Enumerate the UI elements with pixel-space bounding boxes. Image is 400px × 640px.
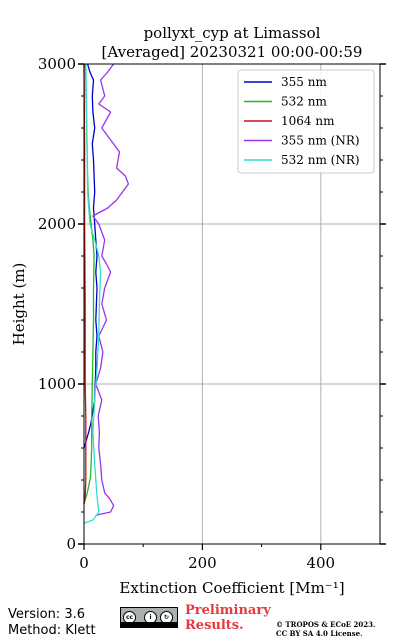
chart-subtitle: [Averaged] 20230321 00:00-00:59	[102, 43, 363, 61]
preliminary-line-1: Preliminary	[185, 603, 271, 618]
legend-label: 355 nm	[281, 75, 327, 89]
x-tick-label: 0	[79, 554, 89, 572]
preliminary-line-2: Results.	[185, 618, 244, 633]
y-tick-label: 1000	[38, 375, 76, 393]
copyright-notice: © TROPOS & ECoE 2023. CC BY SA 4.0 Licen…	[276, 620, 375, 638]
series-line	[92, 63, 130, 516]
y-tick-label: 2000	[38, 215, 76, 233]
x-tick-label: 400	[306, 554, 335, 572]
copyright-line-2: CC BY SA 4.0 License.	[276, 629, 363, 638]
legend-label: 532 nm (NR)	[281, 153, 360, 167]
legend-label: 532 nm	[281, 95, 327, 109]
preliminary-notice: Preliminary Results.	[185, 603, 271, 633]
cc-badge-strip	[121, 622, 177, 627]
version-info: Version: 3.6 Method: Klett	[8, 607, 96, 639]
chart-title: pollyxt_cyp at Limassol	[144, 24, 321, 42]
method-text: Method: Klett	[8, 623, 96, 638]
y-tick-label: 0	[66, 535, 76, 553]
legend-label: 1064 nm	[281, 114, 335, 128]
y-tick-label: 3000	[38, 55, 76, 73]
chart: 0 200 400 0 1000 2000 3000 pollyxt_cyp at Lima…	[10, 24, 386, 597]
plot-frame	[83, 63, 381, 545]
series-lines	[83, 63, 130, 524]
legend: 355 nm 532 nm 1064 nm 355 nm (NR) 532 nm (NR…	[237, 69, 375, 174]
y-axis-label: Height (m)	[10, 263, 28, 346]
legend-label: 355 nm (NR)	[281, 134, 360, 148]
cc-license-logo: cc i ↻	[120, 607, 178, 628]
legend-frame	[237, 69, 375, 174]
series-line	[83, 63, 87, 505]
axis-ticks: 0 200 400 0 1000 2000 3000	[38, 55, 386, 572]
x-tick-label: 200	[188, 554, 217, 572]
x-axis-label: Extinction Coefficient [Mm⁻¹]	[119, 579, 344, 597]
version-text: Version: 3.6	[8, 607, 85, 622]
copyright-line-1: © TROPOS & ECoE 2023.	[276, 620, 376, 629]
series-line	[83, 63, 102, 524]
